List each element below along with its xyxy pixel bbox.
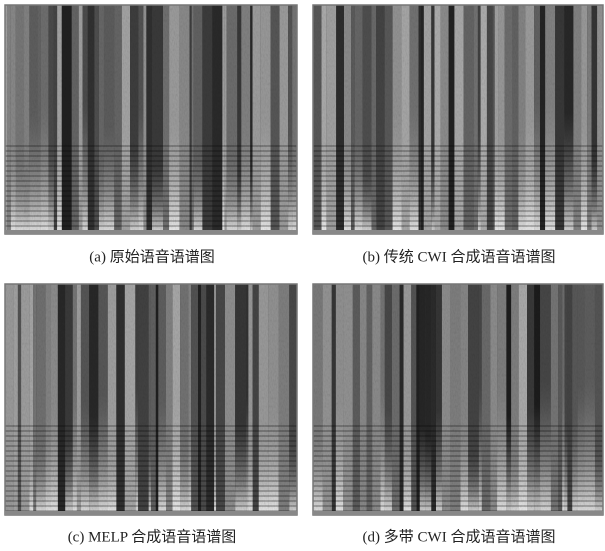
- spectrogram: [313, 5, 603, 234]
- noise-texture: [5, 284, 297, 515]
- bottom-axis: [313, 230, 603, 234]
- spectrogram: [5, 5, 297, 234]
- spectrogram: [313, 284, 603, 515]
- bottom-axis: [5, 230, 297, 234]
- bottom-axis: [313, 511, 603, 515]
- caption: (a) 原始语音语谱图: [89, 248, 214, 265]
- spectrogram: [5, 284, 297, 515]
- noise-texture: [313, 284, 603, 515]
- caption: (d) 多带 CWI 合成语音语谱图: [363, 528, 556, 545]
- noise-texture: [5, 5, 297, 234]
- caption: (c) MELP 合成语音语谱图: [68, 528, 237, 545]
- figure: (a) 原始语音语谱图 (b) 传统 CWI 合成语音语谱图 (c) MELP 合成…: [0, 0, 605, 551]
- caption: (b) 传统 CWI 合成语音语谱图: [363, 248, 556, 265]
- bottom-axis: [5, 511, 297, 515]
- page: (a) 原始语音语谱图 (b) 传统 CWI 合成语音语谱图 (c) MELP 合成…: [0, 0, 605, 551]
- noise-texture: [313, 5, 603, 234]
